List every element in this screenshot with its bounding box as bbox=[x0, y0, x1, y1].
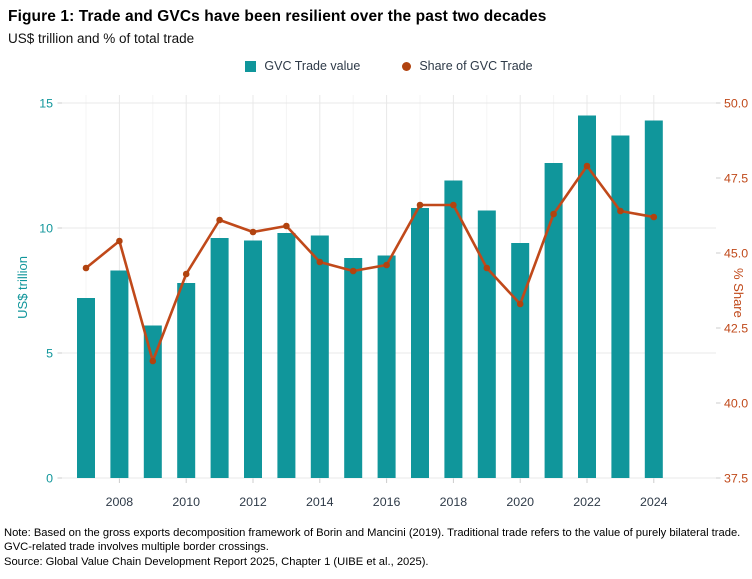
x-axis-tick-label: 2022 bbox=[573, 495, 601, 509]
left-axis-tick-label: 5 bbox=[46, 346, 53, 360]
line-point-2009 bbox=[149, 357, 157, 365]
bar-2021 bbox=[544, 163, 563, 478]
x-axis-tick-label: 2020 bbox=[506, 495, 534, 509]
right-axis-tick-label: 47.5 bbox=[724, 171, 748, 185]
figure-subtitle: US$ trillion and % of total trade bbox=[8, 31, 195, 46]
bar-2011 bbox=[210, 238, 229, 478]
x-axis-tick-label: 2012 bbox=[239, 495, 267, 509]
bar-2009 bbox=[143, 325, 162, 478]
bar-2017 bbox=[411, 208, 429, 478]
right-axis-tick-label: 40.0 bbox=[724, 396, 748, 410]
bar-2007 bbox=[77, 298, 95, 478]
right-axis-title: % Share bbox=[731, 268, 746, 318]
chart-legend: GVC Trade value Share of GVC Trade bbox=[62, 57, 716, 75]
x-axis-tick-label: 2016 bbox=[373, 495, 401, 509]
footnotes: Note: Based on the gross exports decompo… bbox=[4, 526, 748, 569]
line-point-2012 bbox=[249, 228, 257, 236]
gvc-share-line bbox=[84, 164, 656, 363]
x-axis-tick-label: 2014 bbox=[306, 495, 334, 509]
source-text: Source: Global Value Chain Development R… bbox=[4, 555, 429, 568]
right-axis-tick-label: 50.0 bbox=[724, 96, 748, 110]
line-point-2007 bbox=[82, 264, 90, 272]
bar-2015 bbox=[344, 258, 363, 478]
figure-title: Figure 1: Trade and GVCs have been resil… bbox=[8, 8, 547, 25]
legend-line-label: Share of GVC Trade bbox=[419, 59, 533, 73]
bar-2010 bbox=[177, 283, 196, 478]
line-point-2008 bbox=[116, 237, 123, 245]
line-point-2017 bbox=[416, 201, 424, 209]
right-axis-tick-label: 45.0 bbox=[724, 246, 748, 260]
line-point-2013 bbox=[283, 222, 290, 230]
legend-item-gvc-trade-value: GVC Trade value bbox=[245, 59, 360, 73]
bar-2018 bbox=[444, 180, 463, 478]
bar-2014 bbox=[310, 235, 329, 478]
line-point-2018 bbox=[450, 201, 457, 209]
bar-2020 bbox=[511, 243, 530, 478]
line-point-2015 bbox=[349, 267, 357, 275]
right-axis-tick-label: 37.5 bbox=[724, 471, 748, 485]
line-point-2020 bbox=[516, 300, 524, 308]
bar-2022 bbox=[578, 115, 596, 478]
right-axis-tick-label: 42.5 bbox=[724, 321, 748, 335]
line-point-2022 bbox=[583, 162, 591, 170]
bar-2008 bbox=[110, 270, 129, 478]
line-point-2011 bbox=[216, 216, 223, 224]
line-point-2014 bbox=[316, 258, 324, 266]
bar-2019 bbox=[477, 210, 496, 478]
line-point-icon bbox=[402, 61, 412, 71]
bar-2016 bbox=[377, 255, 396, 478]
line-point-2024 bbox=[650, 213, 658, 221]
line-point-2016 bbox=[383, 261, 390, 269]
x-axis-tick-label: 2008 bbox=[106, 495, 134, 509]
bar-2024 bbox=[644, 120, 663, 478]
bar-2012 bbox=[244, 240, 262, 478]
bar-2013 bbox=[277, 233, 296, 478]
line-point-2010 bbox=[182, 270, 190, 278]
legend-item-share-of-gvc-trade: Share of GVC Trade bbox=[402, 59, 533, 73]
bar-swatch-icon bbox=[245, 60, 257, 72]
left-axis-tick-label: 10 bbox=[39, 221, 53, 235]
x-axis-tick-label: 2018 bbox=[440, 495, 468, 509]
line-point-2019 bbox=[483, 264, 491, 272]
legend-bar-label: GVC Trade value bbox=[264, 59, 361, 73]
left-axis-tick-label: 15 bbox=[39, 96, 53, 110]
bar-2023 bbox=[611, 135, 630, 478]
left-axis-tick-label: 0 bbox=[46, 471, 53, 485]
x-axis-tick-label: 2010 bbox=[172, 495, 200, 509]
note-text: Note: Based on the gross exports decompo… bbox=[4, 527, 741, 554]
line-point-2023 bbox=[617, 207, 624, 215]
x-axis-tick-label: 2024 bbox=[640, 495, 668, 509]
line-point-2021 bbox=[550, 210, 557, 218]
